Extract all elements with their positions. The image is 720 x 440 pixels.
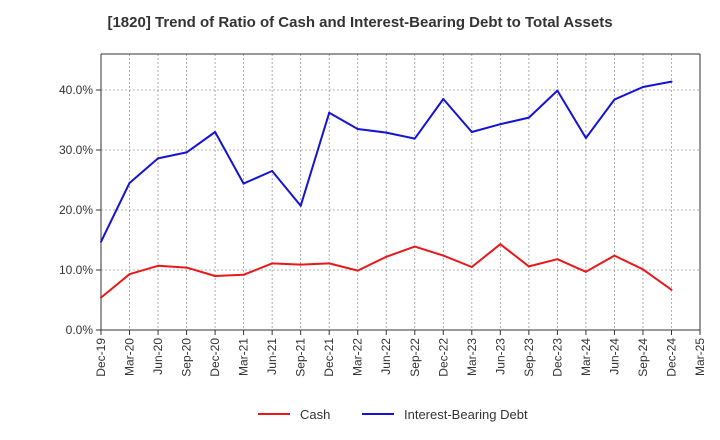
y-tick-label: 20.0% — [59, 203, 93, 217]
data-point-interest-bearing-debt — [584, 137, 587, 139]
data-point-cash — [584, 270, 587, 273]
legend-label-interest-bearing-debt: Interest-Bearing Debt — [404, 407, 528, 422]
x-tick-label: Mar-22 — [351, 338, 365, 376]
data-point-interest-bearing-debt — [128, 182, 131, 184]
legend-label-cash: Cash — [300, 407, 330, 422]
x-tick-label: Jun-24 — [607, 338, 621, 375]
data-point-cash — [499, 243, 502, 246]
x-tick-label: Mar-25 — [693, 338, 707, 376]
y-tick-label: 10.0% — [59, 263, 93, 277]
x-tick-label: Sep-22 — [408, 338, 422, 377]
data-point-cash — [670, 288, 673, 291]
x-tick-label: Mar-23 — [465, 338, 479, 376]
x-tick-label: Jun-22 — [379, 338, 393, 375]
data-point-interest-bearing-debt — [527, 116, 530, 119]
x-tick-label: Sep-20 — [180, 338, 194, 377]
data-point-cash — [299, 263, 302, 266]
data-point-interest-bearing-debt — [413, 137, 416, 140]
x-tick-label: Dec-20 — [208, 338, 222, 377]
data-point-cash — [100, 296, 102, 299]
data-point-cash — [385, 255, 388, 258]
x-tick-label: Dec-24 — [664, 338, 678, 377]
x-tick-label: Mar-24 — [579, 338, 593, 376]
data-point-interest-bearing-debt — [641, 86, 644, 88]
data-point-cash — [641, 268, 644, 271]
series-line-interest-bearing-debt — [100, 80, 672, 243]
data-point-cash — [214, 275, 217, 277]
data-point-cash — [442, 254, 445, 257]
x-tick-label: Sep-24 — [636, 338, 650, 377]
y-tick-label: 0.0% — [66, 323, 94, 337]
data-point-cash — [413, 245, 416, 248]
x-tick-label: Mar-21 — [237, 338, 251, 376]
data-point-interest-bearing-debt — [613, 98, 616, 101]
data-point-interest-bearing-debt — [328, 111, 331, 114]
data-point-interest-bearing-debt — [157, 157, 160, 160]
x-tick-label: Jun-20 — [151, 338, 165, 375]
x-tick-label: Dec-22 — [436, 338, 450, 377]
data-point-cash — [242, 273, 245, 276]
data-point-cash — [328, 262, 331, 265]
data-point-interest-bearing-debt — [556, 89, 559, 92]
y-tick-label: 30.0% — [59, 143, 93, 157]
data-point-interest-bearing-debt — [442, 98, 445, 100]
x-tick-label: Dec-23 — [550, 338, 564, 377]
data-point-interest-bearing-debt — [499, 123, 502, 126]
data-point-interest-bearing-debt — [385, 131, 388, 134]
data-point-cash — [556, 258, 559, 261]
x-tick-label: Jun-21 — [265, 338, 279, 375]
data-point-interest-bearing-debt — [299, 204, 302, 207]
data-point-cash — [356, 269, 359, 272]
x-tick-label: Dec-21 — [322, 338, 336, 377]
data-point-cash — [470, 266, 473, 268]
data-point-cash — [128, 273, 131, 276]
chart-title: [1820] Trend of Ratio of Cash and Intere… — [107, 14, 613, 31]
data-point-interest-bearing-debt — [670, 80, 673, 83]
data-point-interest-bearing-debt — [100, 240, 102, 243]
x-tick-label: Mar-20 — [123, 338, 137, 376]
data-point-interest-bearing-debt — [356, 128, 359, 130]
data-point-interest-bearing-debt — [185, 151, 188, 154]
data-point-cash — [613, 254, 616, 257]
x-tick-label: Dec-19 — [94, 338, 108, 377]
data-point-cash — [185, 266, 188, 269]
data-point-interest-bearing-debt — [242, 182, 245, 185]
x-tick-label: Sep-21 — [294, 338, 308, 377]
data-point-cash — [527, 265, 530, 268]
y-tick-label: 40.0% — [59, 83, 93, 97]
x-tick-label: Jun-23 — [493, 338, 507, 375]
data-point-interest-bearing-debt — [271, 170, 274, 172]
data-point-interest-bearing-debt — [214, 131, 217, 133]
data-point-interest-bearing-debt — [470, 131, 473, 133]
data-point-cash — [157, 264, 160, 267]
data-point-cash — [271, 262, 274, 265]
x-tick-label: Sep-23 — [522, 338, 536, 377]
